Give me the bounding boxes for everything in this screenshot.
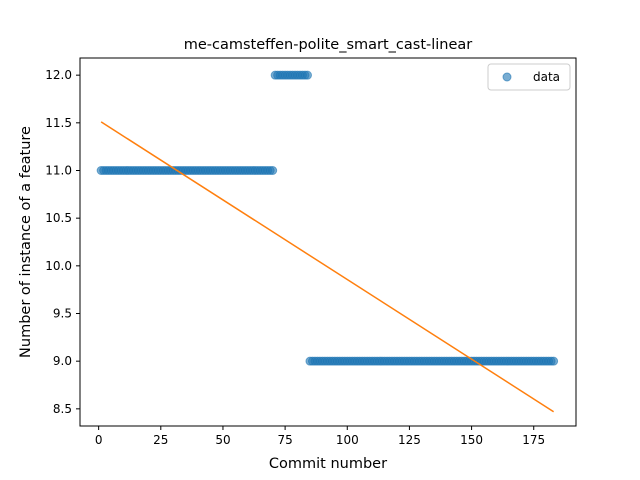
x-tick-label: 50 xyxy=(215,433,230,447)
data-point xyxy=(302,70,312,80)
y-axis-title: Number of instance of a feature xyxy=(18,126,34,358)
y-tick-label: 9.0 xyxy=(53,354,72,368)
legend: data xyxy=(487,63,571,91)
x-tick-label: 100 xyxy=(336,433,359,447)
x-tick-label: 75 xyxy=(277,433,292,447)
x-tick-label: 0 xyxy=(95,433,103,447)
y-tick-label: 8.5 xyxy=(53,402,72,416)
y-tick-label: 9.5 xyxy=(53,307,72,321)
y-tick-label: 12.0 xyxy=(45,68,72,82)
legend-frame xyxy=(487,63,571,91)
x-tick-label: 125 xyxy=(398,433,421,447)
x-axis-title: Commit number xyxy=(269,456,387,472)
y-tick-label: 10.5 xyxy=(45,211,72,225)
chart-title: me-camsteffen-polite_smart_cast-linear xyxy=(184,37,473,53)
y-tick-label: 11.0 xyxy=(45,163,72,177)
legend-marker-data xyxy=(502,72,512,82)
data-point xyxy=(268,166,278,175)
y-tick-label: 10.0 xyxy=(45,259,72,273)
x-tick-label: 150 xyxy=(460,433,483,447)
fit-line xyxy=(100,121,555,413)
axes-frame xyxy=(79,57,577,427)
x-tick-label: 25 xyxy=(153,433,168,447)
y-tick-label: 11.5 xyxy=(45,116,72,130)
x-tick-label: 175 xyxy=(522,433,545,447)
axes: 0 25 50 75 100 125 150 175 8.5 9.0 9.5 10.0 10.5 11.0… xyxy=(45,57,577,447)
plot-area xyxy=(96,70,559,413)
data-point xyxy=(549,356,559,366)
legend-label-data: data xyxy=(533,70,560,84)
